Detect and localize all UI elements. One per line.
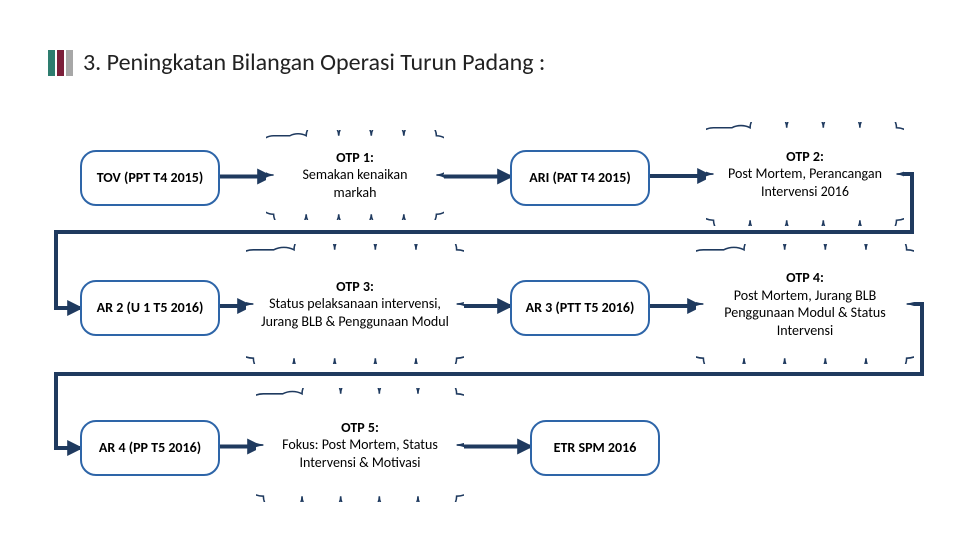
node-desc-otp4: Post Mortem, Jurang BLB Penggunaan Modul… <box>724 287 885 339</box>
node-desc-otp2: Post Mortem, Perancangan Intervensi 2016 <box>728 165 882 200</box>
node-title-tov: TOV (PPT T4 2015) <box>97 169 203 186</box>
node-title-etr: ETR SPM 2016 <box>554 439 637 456</box>
node-title-otp4: OTP 4: <box>786 269 824 286</box>
node-desc-otp5: Fokus: Post Mortem, Status Intervensi & … <box>282 436 438 471</box>
node-text-etr: ETR SPM 2016 <box>554 439 637 457</box>
node-text-ar4: AR 4 (PP T5 2016) <box>99 439 201 457</box>
node-desc-otp3: Status pelaksanaan intervensi, Jurang BL… <box>261 295 449 330</box>
accent-bar-1 <box>48 50 55 76</box>
diagram-canvas: TOV (PPT T4 2015) OTP 1:Semakan kenaikan … <box>60 130 920 510</box>
node-text-tov: TOV (PPT T4 2015) <box>97 169 203 187</box>
accent-bar-3 <box>66 50 73 76</box>
node-ari: ARI (PAT T4 2015) <box>510 150 650 206</box>
node-text-otp3: OTP 3:Status pelaksanaan intervensi, Jur… <box>260 278 450 331</box>
node-title-otp3: OTP 3: <box>336 278 374 295</box>
node-otp5: OTP 5:Fokus: Post Mortem, Status Interve… <box>260 392 460 498</box>
node-title-ar2: AR 2 (U 1 T5 2016) <box>97 299 204 316</box>
node-text-otp5: OTP 5:Fokus: Post Mortem, Status Interve… <box>270 419 450 472</box>
node-otp3: OTP 3:Status pelaksanaan intervensi, Jur… <box>250 248 460 360</box>
node-tov: TOV (PPT T4 2015) <box>80 150 220 206</box>
node-title-ari: ARI (PAT T4 2015) <box>529 169 631 186</box>
node-desc-otp1: Semakan kenaikan markah <box>303 166 408 201</box>
slide-title: 3. Peningkatan Bilangan Operasi Turun Pa… <box>83 48 545 77</box>
accent-bars <box>48 50 73 76</box>
node-text-otp4: OTP 4:Post Mortem, Jurang BLB Penggunaan… <box>710 269 900 339</box>
node-ar3: AR 3 (PTT T5 2016) <box>510 280 650 336</box>
node-otp4: OTP 4:Post Mortem, Jurang BLB Penggunaan… <box>700 248 910 360</box>
node-otp2: OTP 2:Post Mortem, Perancangan Intervens… <box>710 126 900 222</box>
node-title-otp2: OTP 2: <box>786 148 824 165</box>
accent-bar-2 <box>57 50 64 76</box>
node-ar4: AR 4 (PP T5 2016) <box>80 420 220 476</box>
node-text-ar2: AR 2 (U 1 T5 2016) <box>97 299 204 317</box>
node-title-otp1: OTP 1: <box>336 149 374 166</box>
node-title-ar4: AR 4 (PP T5 2016) <box>99 439 201 456</box>
node-text-otp1: OTP 1:Semakan kenaikan markah <box>280 149 430 202</box>
node-otp1: OTP 1:Semakan kenaikan markah <box>270 134 440 216</box>
node-etr: ETR SPM 2016 <box>530 420 660 476</box>
node-text-ari: ARI (PAT T4 2015) <box>529 169 631 187</box>
node-title-ar3: AR 3 (PTT T5 2016) <box>526 299 635 316</box>
node-text-ar3: AR 3 (PTT T5 2016) <box>526 299 635 317</box>
title-row: 3. Peningkatan Bilangan Operasi Turun Pa… <box>48 48 545 77</box>
node-text-otp2: OTP 2:Post Mortem, Perancangan Intervens… <box>720 148 890 201</box>
node-title-otp5: OTP 5: <box>341 419 379 436</box>
node-ar2: AR 2 (U 1 T5 2016) <box>80 280 220 336</box>
